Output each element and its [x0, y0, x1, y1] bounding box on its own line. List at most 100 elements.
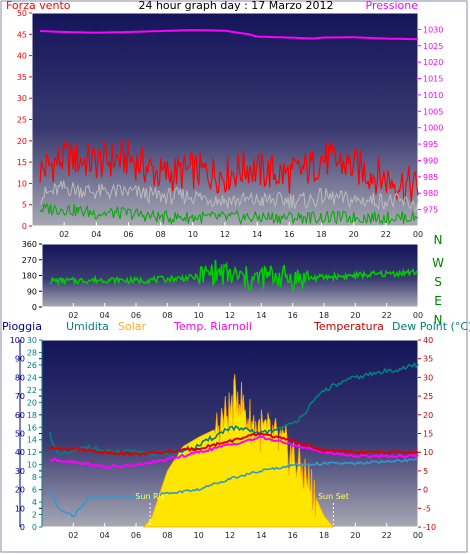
temp-x-tick-label: 22: [382, 531, 392, 540]
wind-x-tick-label: 20: [349, 230, 359, 239]
direction-y-tick-label: 270: [22, 256, 37, 265]
wind-x-tick-label: 04: [91, 230, 101, 239]
humidity-y-tick-label: 4: [32, 498, 37, 507]
direction-series: [49, 259, 419, 292]
solar-axis-label: Solar: [118, 320, 147, 333]
wind-right-y-tick-label: 1005: [423, 107, 443, 116]
temperature-y-tick-label: -5: [423, 504, 431, 513]
wind-left-axis-label: Forza vento: [6, 0, 71, 12]
wind-x-tick-label: 22: [381, 230, 391, 239]
wind-x-tick-label: 00: [413, 230, 423, 239]
wind-series-pressione: [39, 29, 418, 41]
wind-x-tick-label: 16: [284, 230, 294, 239]
wind-series-average: [39, 180, 419, 214]
temperature-axis-label: Temperatura: [313, 320, 384, 333]
wind-left-y-tick-label: 35: [17, 73, 27, 82]
temperature-y-tick-label: 40: [423, 336, 433, 345]
wind-x-tick-label: 06: [123, 230, 133, 239]
wind-right-y-tick-label: 1010: [423, 91, 443, 100]
humidity-y-tick-label: 22: [27, 386, 37, 395]
series-dew-point: [49, 458, 419, 518]
wind-right-y-tick-label: 995: [423, 140, 438, 149]
wind-right-y-tick-label: 990: [423, 156, 438, 165]
wind-x-tick-label: 02: [59, 230, 69, 239]
humidity-y-tick-label: 0: [32, 523, 37, 532]
wind-left-y-tick-label: 50: [17, 9, 27, 18]
temperature-y-tick-label: 35: [423, 355, 433, 364]
direction-x-tick-label: 04: [100, 311, 110, 320]
humidity-y-tick-label: 18: [27, 411, 37, 420]
wind-right-axis-label: Pressione: [366, 0, 419, 12]
direction-x-tick-label: 16: [288, 311, 298, 320]
wind-left-y-tick-label: 0: [22, 222, 27, 231]
direction-x-tick-label: 02: [68, 311, 78, 320]
rain-y-tick-label: 0: [20, 523, 25, 532]
wind-x-tick-label: 12: [220, 230, 230, 239]
series-temperatura: [49, 432, 419, 457]
humidity-y-tick-label: 16: [27, 423, 37, 432]
wind-right-y-tick-label: 980: [423, 189, 438, 198]
wind-right-y-tick-label: 1025: [423, 42, 443, 51]
wind-series-wind: [39, 202, 419, 226]
direction-y-tick-label: 0: [32, 303, 37, 312]
temperature-y-tick-label: 5: [423, 467, 428, 476]
temp-x-tick-label: 10: [194, 531, 204, 540]
dew-point-axis-label: Dew Point (°C): [392, 320, 470, 333]
wind-x-tick-label: 08: [156, 230, 166, 239]
humidity-y-tick-label: 20: [27, 398, 37, 407]
temp-x-tick-label: 02: [68, 531, 78, 540]
direction-x-tick-label: 18: [319, 311, 329, 320]
temp-riarnoli-axis-label: Temp. Riarnoli: [173, 320, 252, 333]
temperature-y-tick-label: 10: [423, 448, 433, 457]
temp-x-tick-label: 20: [350, 531, 360, 540]
temp-x-tick-label: 06: [131, 531, 141, 540]
direction-x-tick-label: 10: [194, 311, 204, 320]
wind-right-y-tick-label: 1030: [423, 25, 443, 34]
temperature-y-tick-label: 0: [423, 486, 428, 495]
rain-axis-label: Pioggia: [2, 320, 42, 333]
direction-x-tick-label: 22: [382, 311, 392, 320]
wind-left-y-tick-label: 30: [17, 94, 27, 103]
direction-x-tick-label: 12: [225, 311, 235, 320]
direction-x-tick-label: 08: [162, 311, 172, 320]
temp-x-tick-label: 08: [162, 531, 172, 540]
direction-y-tick-label: 180: [22, 272, 37, 281]
temp-x-tick-label: 12: [225, 531, 235, 540]
wind-right-y-tick-label: 1000: [423, 124, 443, 133]
wind-left-y-tick-label: 25: [17, 116, 27, 125]
wind-x-tick-label: 18: [316, 230, 326, 239]
wind-left-y-tick-label: 10: [17, 179, 27, 188]
humidity-y-tick-label: 30: [27, 336, 37, 345]
humidity-y-tick-label: 8: [32, 473, 37, 482]
direction-y-tick-label: 90: [27, 287, 37, 296]
temperature-y-tick-label: 20: [423, 411, 433, 420]
temperature-y-tick-label: 25: [423, 392, 433, 401]
direction-y-tick-label: 360: [22, 240, 37, 249]
wind-right-y-tick-label: 1020: [423, 58, 443, 67]
series-temp-riarnoli: [49, 435, 419, 470]
sun-annotation-label: Sun Set: [318, 492, 349, 501]
humidity-axis-label: Umidita: [66, 320, 109, 333]
temp-x-tick-label: 04: [100, 531, 110, 540]
wind-x-tick-label: 14: [252, 230, 262, 239]
wind-series-gust: [39, 139, 419, 203]
temp-x-tick-label: 18: [319, 531, 329, 540]
temp-x-tick-label: 00: [413, 531, 423, 540]
rain-y-tick-label: 100: [10, 336, 25, 345]
humidity-y-tick-label: 10: [27, 461, 37, 470]
wind-plot-area: [31, 12, 419, 227]
compass-letter: W: [432, 256, 444, 270]
wind-left-y-tick-label: 15: [17, 158, 27, 167]
compass-letter: N: [434, 313, 443, 327]
wind-right-y-tick-label: 975: [423, 206, 438, 215]
wind-x-tick-label: 10: [188, 230, 198, 239]
direction-x-tick-label: 06: [131, 311, 141, 320]
humidity-y-tick-label: 6: [32, 486, 37, 495]
humidity-y-tick-label: 14: [27, 436, 37, 445]
humidity-y-tick-label: 24: [27, 373, 37, 382]
sun-annotation-label: Sun Ris: [135, 492, 165, 501]
page-title: 24 hour graph day : 17 Marzo 2012: [138, 0, 333, 12]
temperature-y-tick-label: 15: [423, 430, 433, 439]
wind-right-y-tick-label: 985: [423, 173, 438, 182]
temperature-y-tick-label: -10: [423, 523, 436, 532]
